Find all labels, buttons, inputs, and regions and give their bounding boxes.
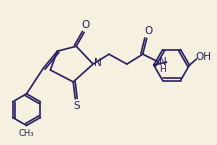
Text: S: S [73, 101, 79, 111]
Text: N: N [94, 58, 102, 68]
Text: OH: OH [195, 52, 211, 62]
Text: O: O [145, 26, 153, 36]
Text: CH₃: CH₃ [19, 129, 34, 138]
Text: H: H [159, 65, 166, 74]
Text: O: O [81, 20, 89, 30]
Text: N: N [159, 57, 166, 67]
